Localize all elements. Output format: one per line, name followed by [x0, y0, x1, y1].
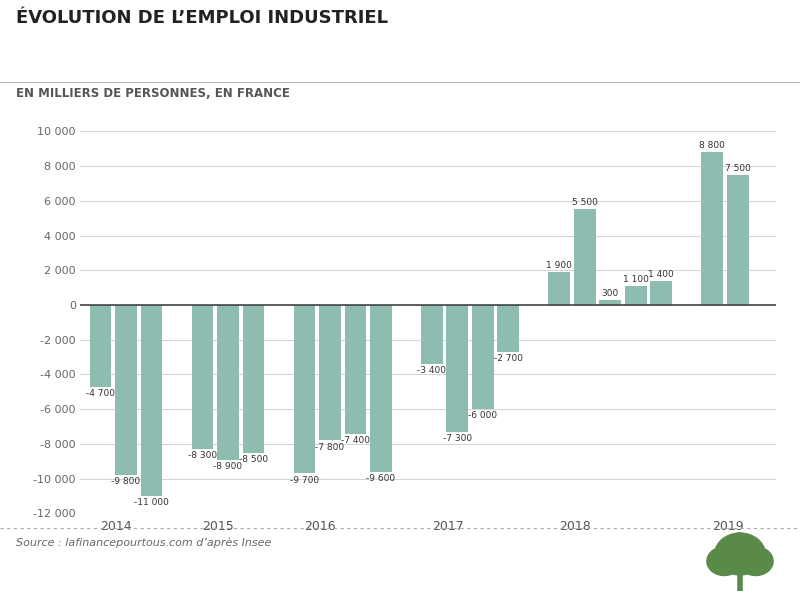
Bar [702, 152, 723, 305]
Text: -7 300: -7 300 [442, 434, 472, 443]
Circle shape [715, 533, 766, 575]
Text: ÉVOLUTION DE L’EMPLOI INDUSTRIEL: ÉVOLUTION DE L’EMPLOI INDUSTRIEL [16, 9, 388, 27]
Bar [625, 286, 646, 305]
Bar [599, 300, 621, 305]
Text: 1 400: 1 400 [648, 270, 674, 279]
Bar [727, 175, 749, 305]
Text: 8 800: 8 800 [699, 141, 726, 150]
Text: 1 900: 1 900 [546, 261, 572, 270]
Text: -9 700: -9 700 [290, 476, 319, 485]
Bar [191, 305, 214, 449]
Bar [294, 305, 315, 473]
Bar [370, 305, 392, 472]
Circle shape [738, 547, 773, 576]
Bar [115, 305, 137, 475]
Bar [421, 305, 442, 364]
Text: 1 100: 1 100 [623, 275, 649, 284]
Bar [574, 210, 596, 305]
Bar [141, 305, 162, 496]
Circle shape [707, 547, 742, 576]
Bar [549, 272, 570, 305]
Text: -8 900: -8 900 [214, 461, 242, 470]
Text: -9 600: -9 600 [366, 474, 395, 483]
Text: 5 500: 5 500 [572, 198, 598, 207]
Text: -11 000: -11 000 [134, 498, 169, 507]
Circle shape [724, 533, 756, 559]
Text: -7 400: -7 400 [341, 436, 370, 445]
Bar [498, 305, 519, 352]
Bar [446, 305, 468, 432]
Bar [242, 305, 264, 453]
Bar [217, 305, 238, 460]
Bar [345, 305, 366, 433]
Text: -4 700: -4 700 [86, 389, 115, 398]
Bar [319, 305, 341, 441]
Text: -9 800: -9 800 [111, 477, 141, 487]
Text: -8 300: -8 300 [188, 451, 217, 460]
Bar [472, 305, 494, 409]
Text: 7 500: 7 500 [725, 164, 750, 173]
Text: Source : lafinancepourtous.com d’après Insee: Source : lafinancepourtous.com d’après I… [16, 537, 271, 548]
Text: -2 700: -2 700 [494, 354, 523, 363]
Text: EN MILLIERS DE PERSONNES, EN FRANCE: EN MILLIERS DE PERSONNES, EN FRANCE [16, 87, 290, 100]
Text: -3 400: -3 400 [418, 366, 446, 375]
Text: -8 500: -8 500 [239, 455, 268, 464]
Text: -7 800: -7 800 [315, 442, 345, 451]
Bar [650, 281, 672, 305]
Text: -6 000: -6 000 [468, 411, 498, 420]
Bar [90, 305, 111, 387]
Text: 300: 300 [602, 289, 619, 298]
